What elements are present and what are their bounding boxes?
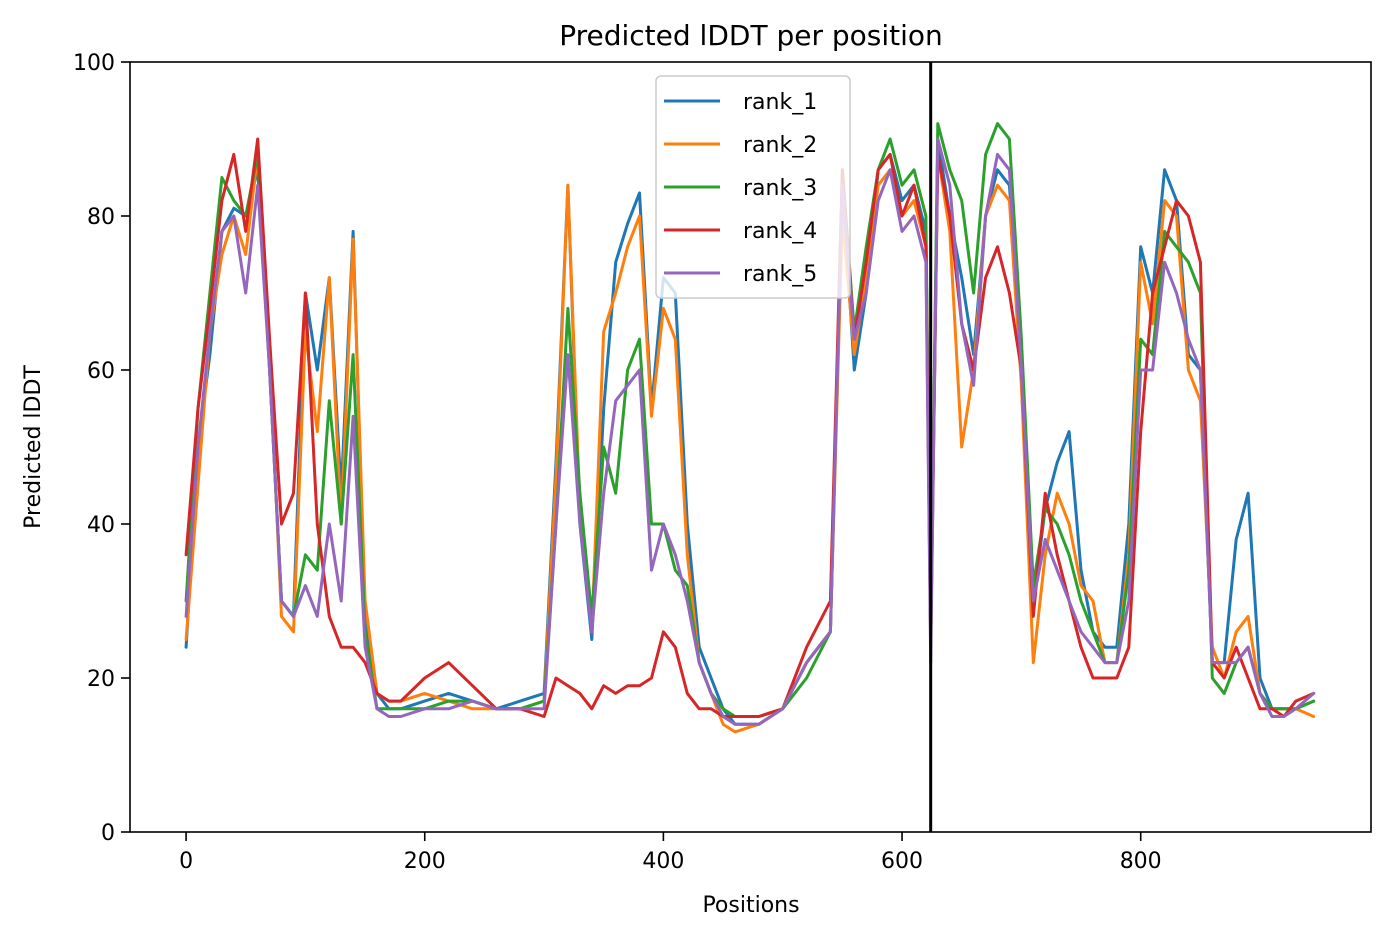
- y-tick-label: 80: [87, 205, 115, 230]
- y-axis-label: Predicted lDDT: [21, 365, 46, 529]
- x-tick-label: 800: [1120, 849, 1162, 874]
- series-line-rank_3: [184, 122, 1316, 718]
- series-layer: [184, 122, 1316, 734]
- chart-title: Predicted lDDT per position: [559, 19, 943, 52]
- legend-label-rank_1: rank_1: [743, 90, 817, 115]
- legend-label-rank_5: rank_5: [743, 262, 817, 287]
- series-line-rank_4: [184, 137, 1316, 718]
- x-tick-label: 600: [881, 849, 923, 874]
- legend-label-rank_4: rank_4: [743, 219, 817, 244]
- y-tick-label: 40: [87, 513, 115, 538]
- x-tick-label: 0: [179, 849, 193, 874]
- y-tick-label: 0: [101, 821, 115, 846]
- legend: rank_1 rank_2 rank_3 rank_4 rank_5: [655, 75, 851, 299]
- x-axis-label: Positions: [702, 893, 799, 918]
- x-axis: 0 200 400 600 800: [179, 832, 1162, 874]
- y-tick-label: 100: [73, 51, 115, 76]
- x-tick-label: 200: [404, 849, 446, 874]
- y-axis: 0 20 40 60 80 100: [73, 51, 130, 846]
- legend-box: [655, 75, 851, 299]
- y-tick-label: 20: [87, 667, 115, 692]
- x-tick-label: 400: [642, 849, 684, 874]
- legend-label-rank_3: rank_3: [743, 176, 817, 201]
- plot-frame: [129, 61, 1372, 833]
- legend-label-rank_2: rank_2: [743, 133, 817, 158]
- y-tick-label: 60: [87, 359, 115, 384]
- series-line-rank_5: [184, 137, 1316, 726]
